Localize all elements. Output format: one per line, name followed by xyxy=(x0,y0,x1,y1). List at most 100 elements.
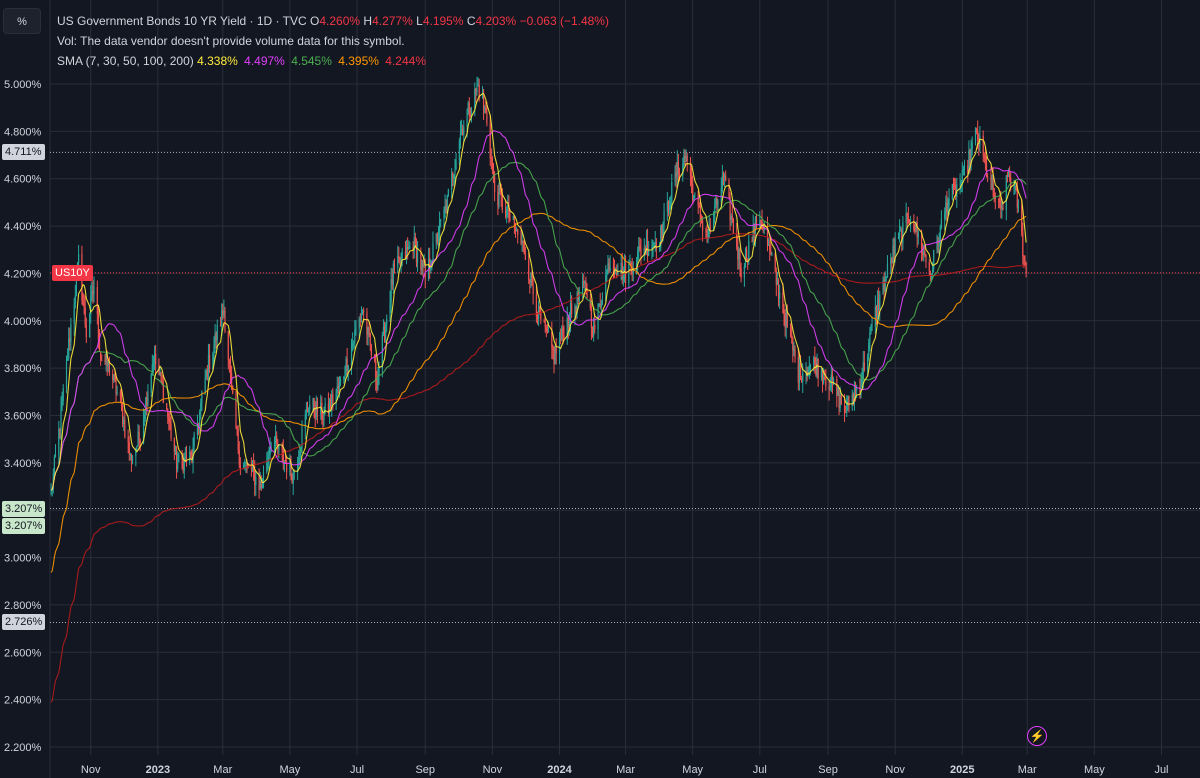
candle-body xyxy=(736,233,738,247)
candle-body xyxy=(298,457,300,463)
candle-body xyxy=(576,292,578,314)
candle-body xyxy=(643,248,645,256)
candle-body xyxy=(590,307,593,329)
candle-body xyxy=(878,298,880,310)
candle-body xyxy=(917,232,919,238)
candle-body xyxy=(1017,205,1020,208)
candle-body xyxy=(167,409,169,418)
candle-body xyxy=(443,209,445,220)
candle-body xyxy=(338,382,341,389)
candle-body xyxy=(660,225,662,248)
candle-body xyxy=(355,328,357,331)
candle-body xyxy=(174,447,177,452)
unit-toggle-button[interactable]: % xyxy=(3,8,41,34)
candle-body xyxy=(451,173,453,190)
candle-body xyxy=(208,354,211,370)
candle-body xyxy=(575,306,577,314)
candle-body xyxy=(353,341,355,344)
candle-body xyxy=(699,206,701,221)
candle-body xyxy=(414,237,416,244)
candle-body xyxy=(397,256,399,268)
x-tick-label: Mar xyxy=(1018,764,1037,776)
candle-body xyxy=(945,202,947,212)
candle-body xyxy=(261,485,263,488)
candle-body xyxy=(731,216,733,220)
candle-body xyxy=(444,205,446,210)
candle-body xyxy=(460,128,463,132)
candle-body xyxy=(54,455,57,458)
sma-label[interactable]: SMA (7, 30, 50, 100, 200) xyxy=(57,54,194,68)
candle-body xyxy=(629,262,631,264)
candle-body xyxy=(207,354,210,377)
candle-body xyxy=(530,272,532,283)
candle-body xyxy=(1005,175,1007,210)
candle-body xyxy=(447,189,449,196)
candle-body xyxy=(492,169,495,175)
candle-body xyxy=(808,367,810,370)
candle-body xyxy=(1006,175,1009,177)
candle-body xyxy=(721,176,723,189)
candle-body xyxy=(839,395,841,409)
candle-body xyxy=(893,245,895,255)
candle-body xyxy=(478,84,480,99)
candle-body xyxy=(792,338,794,351)
candle-body xyxy=(185,456,188,462)
candle-body xyxy=(408,246,410,250)
candle-body xyxy=(1022,232,1024,257)
candle-body xyxy=(555,347,557,354)
candle-body xyxy=(536,316,539,320)
candle-body xyxy=(123,419,125,425)
candle-body xyxy=(976,129,978,131)
candle-body xyxy=(284,460,287,463)
candle-body xyxy=(871,326,873,328)
candle-body xyxy=(269,448,271,456)
candle-body xyxy=(531,272,533,286)
candle-body xyxy=(539,305,541,313)
candle-body xyxy=(820,369,823,378)
candle-body xyxy=(343,377,345,380)
candle-body xyxy=(83,302,85,308)
candle-body xyxy=(890,258,892,264)
x-tick-label: 2024 xyxy=(547,764,572,776)
candle-body xyxy=(168,417,170,422)
candle-body xyxy=(933,249,935,270)
candle-body xyxy=(321,402,323,420)
candle-body xyxy=(654,242,656,244)
x-tick-label: Nov xyxy=(483,764,503,776)
candle-body xyxy=(690,175,693,184)
symbol-title[interactable]: US Government Bonds 10 YR Yield · 1D · T… xyxy=(57,14,307,28)
candle-body xyxy=(97,313,100,340)
candle-body xyxy=(314,411,316,418)
candle-body xyxy=(216,324,218,341)
candle-body xyxy=(697,194,699,206)
candle-body xyxy=(646,240,649,256)
candles xyxy=(50,76,1027,499)
candle-body xyxy=(729,196,731,221)
y-tick-label: 5.000% xyxy=(4,79,42,91)
candle-body xyxy=(815,362,817,376)
candle-body xyxy=(784,314,786,328)
candle-body xyxy=(566,318,568,341)
symbol-price-tag: US10Y xyxy=(52,264,93,281)
candle-body xyxy=(547,331,550,333)
candle-body xyxy=(791,334,793,339)
candle-body xyxy=(992,177,994,189)
candle-body xyxy=(948,199,950,205)
candle-body xyxy=(182,458,184,472)
candle-body xyxy=(862,362,864,379)
candle-body xyxy=(728,180,730,197)
candle-body xyxy=(901,230,903,244)
candle-body xyxy=(952,184,955,186)
candle-body xyxy=(91,290,93,297)
ohlc-o: O4.260% xyxy=(310,14,364,28)
candle-body xyxy=(751,240,753,242)
candle-body xyxy=(213,345,215,354)
candle-body xyxy=(190,452,192,455)
candle-body xyxy=(323,413,325,420)
candle-body xyxy=(578,294,580,301)
flash-icon[interactable]: ⚡ xyxy=(1027,726,1047,746)
candle-body xyxy=(863,362,865,371)
candle-body xyxy=(568,323,571,328)
